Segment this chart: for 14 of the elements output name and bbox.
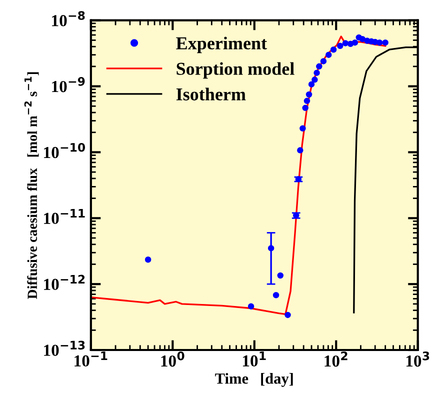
y-axis-title: Diffusive caesium flux [mol m$^{−2}$ s$^{−1}$] [24,72,39,299]
x-tick-label: 10$^{1}$ [242,352,266,367]
x-tick-label: 10$^{2}$ [324,352,348,367]
y-tick-label: 10$^{−11}$ [44,208,85,224]
y-tick-label: 10$^{−8}$ [52,11,85,26]
legend-label: Sorption model [176,62,294,79]
legend-label: Isotherm [176,88,246,100]
x-tick-label: 10$^{0}$ [161,352,184,367]
x-axis-title: Time [day] [215,372,293,387]
x-tick-label: 10$^{3}$ [406,352,430,367]
legend-label: Experiment [176,36,267,54]
y-tick-label: 10$^{−12}$ [44,274,85,290]
y-tick-label: 10$^{−9}$ [52,77,85,92]
y-tick-label: 10$^{−10}$ [44,142,86,158]
